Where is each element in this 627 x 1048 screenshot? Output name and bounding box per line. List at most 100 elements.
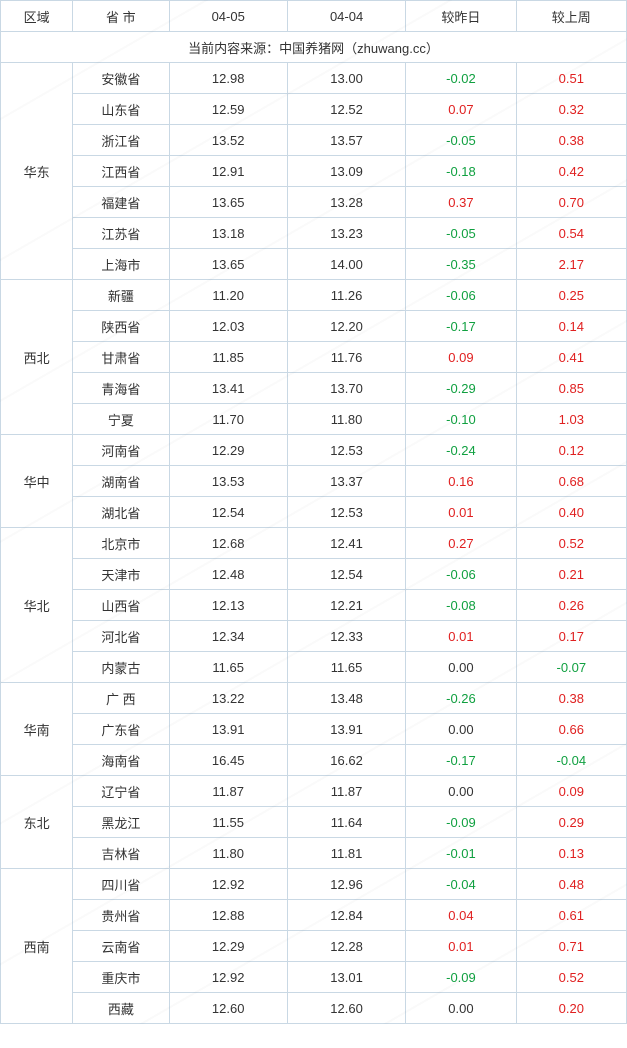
table-row: 贵州省12.8812.840.040.61 xyxy=(1,900,627,931)
date2-cell: 12.54 xyxy=(287,559,405,590)
province-cell: 湖北省 xyxy=(73,497,169,528)
province-cell: 辽宁省 xyxy=(73,776,169,807)
date2-cell: 12.96 xyxy=(287,869,405,900)
table-row: 东北辽宁省11.8711.870.000.09 xyxy=(1,776,627,807)
date1-cell: 12.59 xyxy=(169,94,287,125)
date1-cell: 11.70 xyxy=(169,404,287,435)
date2-cell: 11.26 xyxy=(287,280,405,311)
table-row: 宁夏11.7011.80-0.101.03 xyxy=(1,404,627,435)
source-text: 当前内容来源：中国养猪网（zhuwang.cc） xyxy=(1,32,627,63)
vs-yesterday-cell: -0.10 xyxy=(406,404,516,435)
table-row: 河北省12.3412.330.010.17 xyxy=(1,621,627,652)
price-table: 区域 省 市 04-05 04-04 较昨日 较上周 当前内容来源：中国养猪网（… xyxy=(0,0,627,1024)
vs-lastweek-cell: 0.38 xyxy=(516,683,626,714)
province-cell: 山东省 xyxy=(73,94,169,125)
table-row: 天津市12.4812.54-0.060.21 xyxy=(1,559,627,590)
table-row: 黑龙江11.5511.64-0.090.29 xyxy=(1,807,627,838)
col-header-date2: 04-04 xyxy=(287,1,405,32)
table-row: 西南四川省12.9212.96-0.040.48 xyxy=(1,869,627,900)
table-header-row: 区域 省 市 04-05 04-04 较昨日 较上周 xyxy=(1,1,627,32)
date1-cell: 12.92 xyxy=(169,962,287,993)
date1-cell: 13.65 xyxy=(169,249,287,280)
date1-cell: 12.68 xyxy=(169,528,287,559)
date2-cell: 14.00 xyxy=(287,249,405,280)
table-row: 华北北京市12.6812.410.270.52 xyxy=(1,528,627,559)
source-row: 当前内容来源：中国养猪网（zhuwang.cc） xyxy=(1,32,627,63)
date1-cell: 12.13 xyxy=(169,590,287,621)
date1-cell: 13.22 xyxy=(169,683,287,714)
vs-yesterday-cell: -0.05 xyxy=(406,125,516,156)
date1-cell: 11.85 xyxy=(169,342,287,373)
date1-cell: 11.20 xyxy=(169,280,287,311)
date1-cell: 13.91 xyxy=(169,714,287,745)
province-cell: 重庆市 xyxy=(73,962,169,993)
vs-lastweek-cell: 0.29 xyxy=(516,807,626,838)
province-cell: 宁夏 xyxy=(73,404,169,435)
date1-cell: 12.03 xyxy=(169,311,287,342)
vs-yesterday-cell: 0.27 xyxy=(406,528,516,559)
region-cell: 华南 xyxy=(1,683,73,776)
date1-cell: 13.52 xyxy=(169,125,287,156)
table-row: 青海省13.4113.70-0.290.85 xyxy=(1,373,627,404)
table-row: 西北新疆11.2011.26-0.060.25 xyxy=(1,280,627,311)
region-cell: 华北 xyxy=(1,528,73,683)
province-cell: 甘肃省 xyxy=(73,342,169,373)
col-header-region: 区域 xyxy=(1,1,73,32)
date2-cell: 12.53 xyxy=(287,497,405,528)
date1-cell: 12.29 xyxy=(169,435,287,466)
date2-cell: 13.09 xyxy=(287,156,405,187)
date2-cell: 13.91 xyxy=(287,714,405,745)
table-row: 浙江省13.5213.57-0.050.38 xyxy=(1,125,627,156)
province-cell: 福建省 xyxy=(73,187,169,218)
col-header-vs-yesterday: 较昨日 xyxy=(406,1,516,32)
province-cell: 广 西 xyxy=(73,683,169,714)
province-cell: 安徽省 xyxy=(73,63,169,94)
date1-cell: 13.53 xyxy=(169,466,287,497)
date2-cell: 13.48 xyxy=(287,683,405,714)
vs-lastweek-cell: 0.52 xyxy=(516,528,626,559)
province-cell: 江苏省 xyxy=(73,218,169,249)
table-row: 华中河南省12.2912.53-0.240.12 xyxy=(1,435,627,466)
province-cell: 云南省 xyxy=(73,931,169,962)
date1-cell: 12.54 xyxy=(169,497,287,528)
date2-cell: 12.60 xyxy=(287,993,405,1024)
province-cell: 河北省 xyxy=(73,621,169,652)
table-row: 华南广 西13.2213.48-0.260.38 xyxy=(1,683,627,714)
date1-cell: 11.55 xyxy=(169,807,287,838)
date1-cell: 13.41 xyxy=(169,373,287,404)
table-row: 西藏12.6012.600.000.20 xyxy=(1,993,627,1024)
province-cell: 天津市 xyxy=(73,559,169,590)
table-row: 山东省12.5912.520.070.32 xyxy=(1,94,627,125)
date1-cell: 12.48 xyxy=(169,559,287,590)
province-cell: 黑龙江 xyxy=(73,807,169,838)
table-row: 重庆市12.9213.01-0.090.52 xyxy=(1,962,627,993)
table-row: 云南省12.2912.280.010.71 xyxy=(1,931,627,962)
table-row: 广东省13.9113.910.000.66 xyxy=(1,714,627,745)
vs-yesterday-cell: -0.26 xyxy=(406,683,516,714)
vs-yesterday-cell: 0.37 xyxy=(406,187,516,218)
vs-yesterday-cell: -0.05 xyxy=(406,218,516,249)
date2-cell: 13.00 xyxy=(287,63,405,94)
table-row: 湖北省12.5412.530.010.40 xyxy=(1,497,627,528)
vs-lastweek-cell: 0.85 xyxy=(516,373,626,404)
vs-yesterday-cell: -0.18 xyxy=(406,156,516,187)
date2-cell: 13.57 xyxy=(287,125,405,156)
col-header-province: 省 市 xyxy=(73,1,169,32)
region-cell: 华东 xyxy=(1,63,73,280)
date2-cell: 13.28 xyxy=(287,187,405,218)
province-cell: 湖南省 xyxy=(73,466,169,497)
vs-yesterday-cell: -0.09 xyxy=(406,807,516,838)
date2-cell: 13.01 xyxy=(287,962,405,993)
date1-cell: 13.18 xyxy=(169,218,287,249)
table-row: 福建省13.6513.280.370.70 xyxy=(1,187,627,218)
vs-yesterday-cell: 0.09 xyxy=(406,342,516,373)
vs-lastweek-cell: 0.54 xyxy=(516,218,626,249)
table-row: 海南省16.4516.62-0.17-0.04 xyxy=(1,745,627,776)
date1-cell: 11.65 xyxy=(169,652,287,683)
date2-cell: 11.76 xyxy=(287,342,405,373)
vs-yesterday-cell: -0.01 xyxy=(406,838,516,869)
vs-yesterday-cell: 0.01 xyxy=(406,931,516,962)
region-cell: 华中 xyxy=(1,435,73,528)
date1-cell: 13.65 xyxy=(169,187,287,218)
date2-cell: 12.33 xyxy=(287,621,405,652)
